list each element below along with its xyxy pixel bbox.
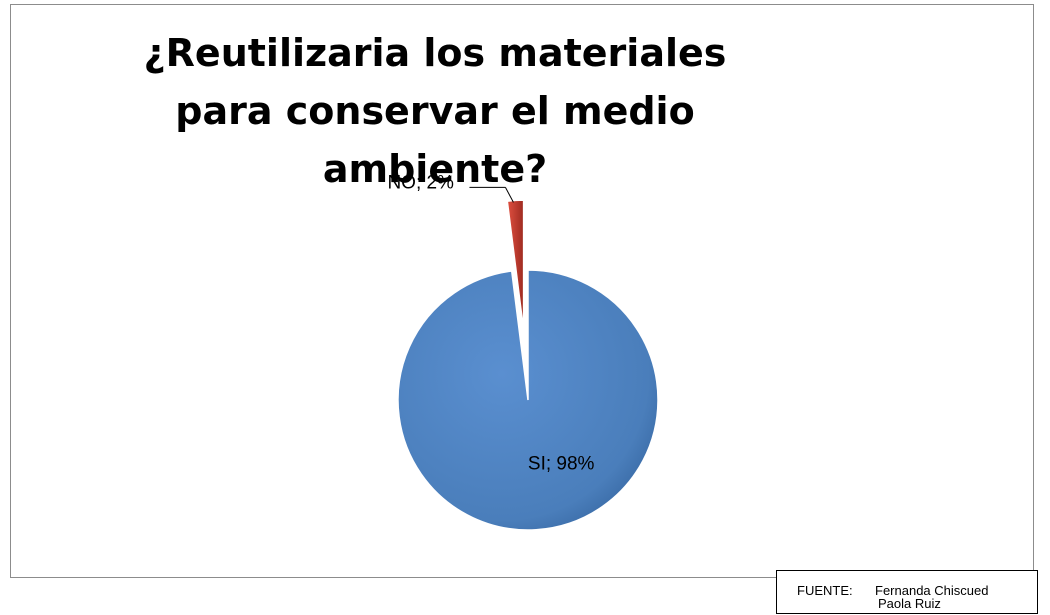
source-label: FUENTE:	[797, 583, 853, 598]
data-label-si: SI; 98%	[528, 453, 595, 474]
source-author-1: Fernanda Chiscued	[875, 583, 989, 598]
source-box: FUENTE: Fernanda Chiscued Paola Ruiz	[776, 570, 1038, 614]
chart-title: ¿Reutilizaria los materiales para conser…	[143, 31, 727, 191]
pie-slice-si	[397, 269, 659, 531]
pie-slice-no	[506, 199, 525, 331]
no-leader-line	[505, 187, 514, 203]
data-label-no: NO; 2%	[387, 172, 454, 193]
source-author-2: Paola Ruiz	[878, 596, 941, 611]
